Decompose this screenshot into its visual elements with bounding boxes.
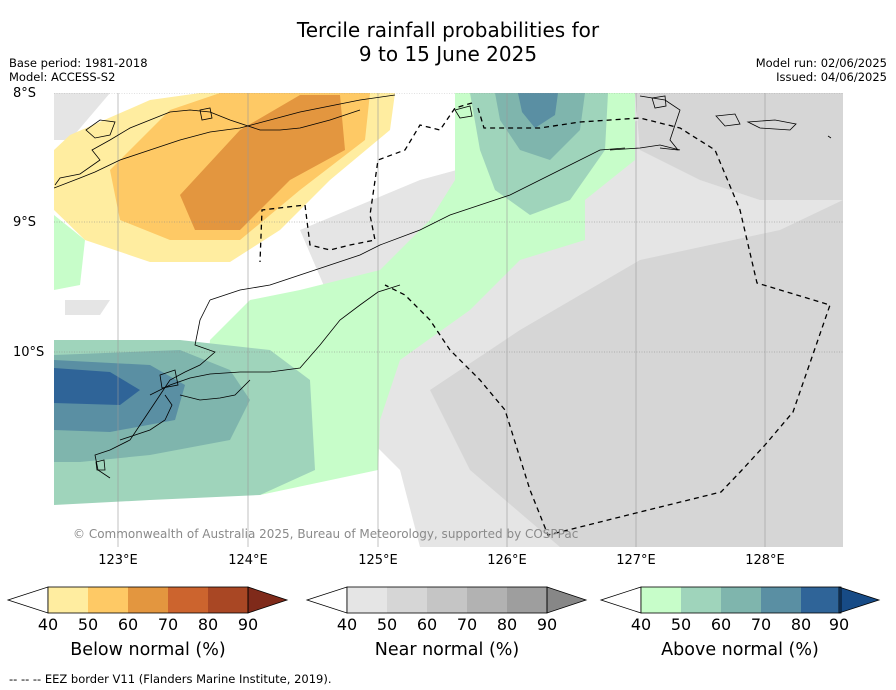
base-period: Base period: 1981-2018 — [9, 56, 148, 70]
cbar-tick: 60 — [416, 615, 438, 634]
colorbar-title-below: Below normal (%) — [70, 640, 226, 660]
eez-footnote: -- -- -- EEZ border V11 (Flanders Marine… — [9, 672, 332, 686]
cbar-tick: 80 — [197, 615, 219, 634]
issued-date: Issued: 04/06/2025 — [776, 70, 887, 84]
cbar-tick: 70 — [157, 615, 179, 634]
cbar-tick: 40 — [37, 615, 59, 634]
colorbar-below — [6, 586, 289, 614]
cbar-tick: 90 — [536, 615, 558, 634]
cbar-tick: 40 — [336, 615, 358, 634]
lon-label: 127°E — [616, 553, 656, 568]
title-line-1: Tercile rainfall probabilities for — [296, 18, 600, 42]
colorbar-above — [599, 586, 881, 614]
lon-label: 123°E — [98, 553, 138, 568]
colorbar-near — [305, 586, 588, 614]
cbar-tick: 50 — [77, 615, 99, 634]
cbar-tick: 40 — [630, 615, 652, 634]
near-normal-region-top — [635, 93, 843, 200]
cbar-tick: 50 — [670, 615, 692, 634]
cbar-tick: 90 — [828, 615, 850, 634]
model-name: Model: ACCESS-S2 — [9, 70, 116, 84]
cbar-tick: 80 — [790, 615, 812, 634]
lat-label: 10°S — [13, 345, 45, 360]
meta-right: Model run: 02/06/2025 Issued: 04/06/2025 — [756, 56, 887, 84]
cbar-tick: 60 — [710, 615, 732, 634]
cbar-tick: 90 — [237, 615, 259, 634]
model-run: Model run: 02/06/2025 — [755, 56, 887, 70]
cbar-tick: 80 — [496, 615, 518, 634]
colorbar-title-above: Above normal (%) — [661, 640, 819, 660]
cbar-tick: 70 — [456, 615, 478, 634]
colorbar-title-near: Near normal (%) — [374, 640, 520, 660]
lat-label: 8°S — [13, 86, 37, 101]
eez-border — [259, 102, 831, 536]
title-line-2: 9 to 15 June 2025 — [358, 42, 538, 66]
lon-label: 124°E — [228, 553, 268, 568]
cbar-tick: 70 — [750, 615, 772, 634]
lon-label: 125°E — [358, 553, 398, 568]
meta-left: Base period: 1981-2018 Model: ACCESS-S2 — [9, 56, 148, 84]
coastline — [54, 94, 832, 479]
lon-label: 128°E — [745, 553, 785, 568]
cbar-tick: 60 — [117, 615, 139, 634]
cbar-tick: 50 — [376, 615, 398, 634]
copyright-notice: © Commonwealth of Australia 2025, Bureau… — [73, 527, 579, 541]
chart-title: Tercile rainfall probabilities for 9 to … — [0, 18, 896, 66]
lat-label: 9°S — [13, 215, 37, 230]
lon-label: 126°E — [487, 553, 527, 568]
near-normal-region-dark — [430, 200, 843, 547]
